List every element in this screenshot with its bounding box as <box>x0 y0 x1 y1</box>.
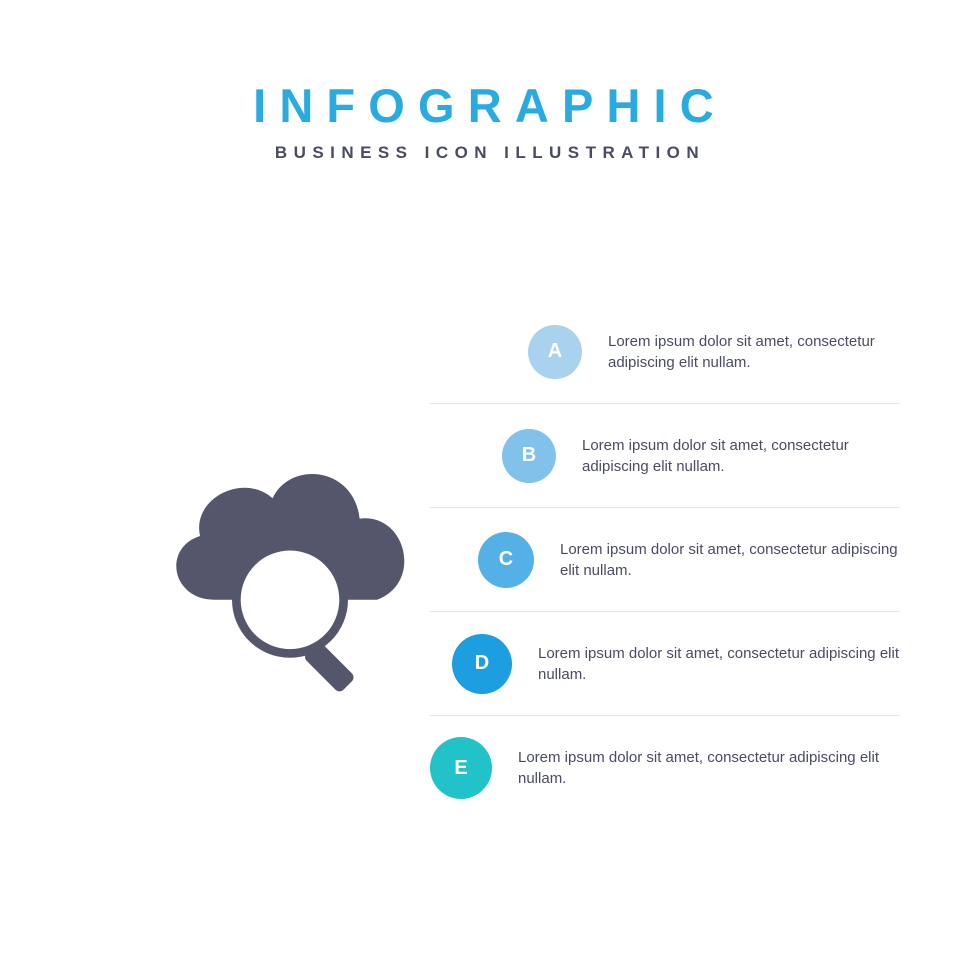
step-badge-e: E <box>430 737 492 799</box>
step-a: A Lorem ipsum dolor sit amet, consectetur… <box>430 300 900 404</box>
step-badge-c: C <box>478 532 534 588</box>
step-b: B Lorem ipsum dolor sit amet, consectetur… <box>430 404 900 508</box>
step-text-a: Lorem ipsum dolor sit amet, consectetur … <box>608 331 900 373</box>
step-c: C Lorem ipsum dolor sit amet, consectetur… <box>430 508 900 612</box>
step-text-d: Lorem ipsum dolor sit amet, consectetur … <box>538 643 900 685</box>
step-text-e: Lorem ipsum dolor sit amet, consectetur … <box>518 747 900 789</box>
header: INFOGRAPHIC BUSINESS ICON ILLUSTRATION <box>0 0 980 163</box>
steps-list: A Lorem ipsum dolor sit amet, consectetur… <box>430 300 900 820</box>
step-text-b: Lorem ipsum dolor sit amet, consectetur … <box>582 435 900 477</box>
page-title: INFOGRAPHIC <box>0 78 980 133</box>
step-e: E Lorem ipsum dolor sit amet, consectetur… <box>430 716 900 820</box>
step-text-c: Lorem ipsum dolor sit amet, consectetur … <box>560 539 900 581</box>
cloud-search-icon <box>145 420 435 710</box>
step-d: D Lorem ipsum dolor sit amet, consectetur… <box>430 612 900 716</box>
page-subtitle: BUSINESS ICON ILLUSTRATION <box>0 143 980 163</box>
step-badge-d: D <box>452 634 512 694</box>
step-badge-a: A <box>528 325 582 379</box>
infographic-content: A Lorem ipsum dolor sit amet, consectetur… <box>0 300 980 860</box>
step-badge-b: B <box>502 429 556 483</box>
